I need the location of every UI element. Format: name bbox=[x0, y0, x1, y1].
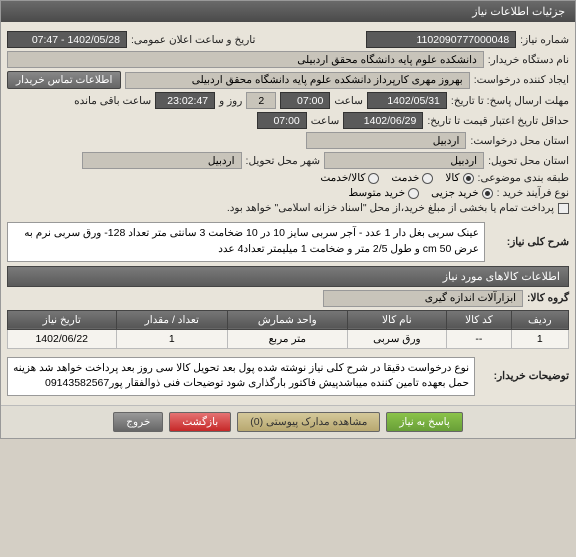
radio-service[interactable]: خدمت bbox=[391, 172, 433, 184]
del-city-field: اردبیل bbox=[82, 152, 242, 169]
del-province-field: اردبیل bbox=[324, 152, 484, 169]
day-and-label: روز و bbox=[219, 95, 242, 107]
need-number-label: شماره نیاز: bbox=[520, 34, 569, 46]
radio-retail-label: خرید جزیی bbox=[431, 187, 479, 199]
process-radio-group: خرید جزیی خرید متوسط bbox=[348, 187, 492, 199]
cell-name: ورق سربی bbox=[347, 329, 447, 348]
radio-retail[interactable]: خرید جزیی bbox=[431, 187, 493, 199]
hour-label-1: ساعت bbox=[334, 95, 363, 107]
buyer-notes-label: توضیحات خریدار: bbox=[479, 370, 569, 382]
th-name: نام کالا bbox=[347, 310, 447, 329]
radio-goods[interactable]: کالا bbox=[445, 172, 473, 184]
window-title: جزئیات اطلاعات نیاز bbox=[472, 6, 565, 18]
payment-note: پرداخت تمام یا بخشی از مبلغ خرید،از محل … bbox=[227, 202, 554, 214]
cell-qty: 1 bbox=[116, 329, 228, 348]
radio-dot-icon bbox=[482, 188, 493, 199]
content-area: شماره نیاز: 1102090777000048 تاریخ و ساع… bbox=[1, 22, 575, 405]
goods-info-header: اطلاعات کالاهای مورد نیاز bbox=[7, 266, 569, 287]
category-radio-group: کالا خدمت کالا/خدمت bbox=[320, 172, 473, 184]
payment-checkbox[interactable] bbox=[558, 203, 569, 214]
respond-button[interactable]: پاسخ به نیاز bbox=[386, 412, 462, 432]
exit-button[interactable]: خروج bbox=[113, 412, 163, 432]
table-row[interactable]: 1 -- ورق سربی متر مربع 1 1402/06/22 bbox=[8, 329, 569, 348]
goods-group-label: گروه کالا: bbox=[527, 292, 569, 304]
radio-dot-icon bbox=[408, 188, 419, 199]
deadline-time-field: 07:00 bbox=[280, 92, 330, 109]
req-province-field: اردبیل bbox=[306, 132, 466, 149]
th-unit: واحد شمارش bbox=[228, 310, 348, 329]
req-province-label: استان محل درخواست: bbox=[470, 135, 569, 147]
del-province-label: استان محل تحویل: bbox=[488, 155, 569, 167]
cell-unit: متر مربع bbox=[228, 329, 348, 348]
cell-row: 1 bbox=[511, 329, 568, 348]
th-row: ردیف bbox=[511, 310, 568, 329]
deadline-label: مهلت ارسال پاسخ: تا تاریخ: bbox=[451, 95, 569, 107]
days-field: 2 bbox=[246, 92, 276, 109]
cell-code: -- bbox=[447, 329, 512, 348]
th-code: کد کالا bbox=[447, 310, 512, 329]
titlebar: جزئیات اطلاعات نیاز bbox=[1, 1, 575, 22]
validity-date-field: 1402/06/29 bbox=[343, 112, 423, 129]
del-city-label: شهر محل تحویل: bbox=[246, 155, 321, 167]
contact-button[interactable]: اطلاعات تماس خریدار bbox=[7, 71, 121, 89]
back-button[interactable]: بازگشت bbox=[169, 412, 231, 432]
validity-time-field: 07:00 bbox=[257, 112, 307, 129]
need-desc-text: عینک سربی بغل دار 1 عدد - آجر سربی سایز … bbox=[7, 222, 485, 262]
goods-table: ردیف کد کالا نام کالا واحد شمارش تعداد /… bbox=[7, 310, 569, 349]
cell-date: 1402/06/22 bbox=[8, 329, 117, 348]
buyer-org-label: نام دستگاه خریدار: bbox=[488, 54, 569, 66]
publish-date-label: تاریخ و ساعت اعلان عمومی: bbox=[131, 34, 255, 46]
th-qty: تعداد / مقدار bbox=[116, 310, 228, 329]
th-date: تاریخ نیاز bbox=[8, 310, 117, 329]
publish-date-field: 1402/05/28 - 07:47 bbox=[7, 31, 127, 48]
deadline-date-field: 1402/05/31 bbox=[367, 92, 447, 109]
remaining-label: ساعت باقی مانده bbox=[74, 95, 151, 107]
attachments-button[interactable]: مشاهده مدارک پیوستی (0) bbox=[237, 412, 380, 432]
radio-dot-icon bbox=[463, 173, 474, 184]
radio-goods-label: کالا bbox=[445, 172, 459, 184]
radio-both[interactable]: کالا/خدمت bbox=[320, 172, 379, 184]
buyer-notes-text: نوع درخواست دقیقا در شرح کلی نیاز نوشته … bbox=[7, 357, 475, 397]
creator-label: ایجاد کننده درخواست: bbox=[474, 74, 569, 86]
radio-both-label: کالا/خدمت bbox=[320, 172, 365, 184]
radio-medium-label: خرید متوسط bbox=[348, 187, 405, 199]
buyer-org-field: دانشکده علوم پایه دانشگاه محقق اردبیلی bbox=[7, 51, 484, 68]
radio-medium[interactable]: خرید متوسط bbox=[348, 187, 419, 199]
radio-dot-icon bbox=[422, 173, 433, 184]
need-number-field: 1102090777000048 bbox=[366, 31, 516, 48]
hour-label-2: ساعت bbox=[311, 115, 340, 127]
process-type-label: نوع فرآیند خرید : bbox=[497, 187, 569, 199]
goods-group-field: ابزارآلات اندازه گیری bbox=[323, 290, 523, 307]
need-desc-label: شرح کلی نیاز: bbox=[489, 236, 569, 248]
validity-label: حداقل تاریخ اعتبار قیمت تا تاریخ: bbox=[427, 115, 569, 127]
creator-field: بهروز مهری کارپرداز دانشکده علوم پایه دا… bbox=[125, 72, 469, 89]
radio-dot-icon bbox=[368, 173, 379, 184]
countdown-field: 23:02:47 bbox=[155, 92, 215, 109]
window: جزئیات اطلاعات نیاز شماره نیاز: 11020907… bbox=[0, 0, 576, 439]
footer-buttons: پاسخ به نیاز مشاهده مدارک پیوستی (0) باز… bbox=[1, 405, 575, 438]
category-label: طبقه بندی موضوعی: bbox=[478, 172, 569, 184]
radio-service-label: خدمت bbox=[391, 172, 419, 184]
